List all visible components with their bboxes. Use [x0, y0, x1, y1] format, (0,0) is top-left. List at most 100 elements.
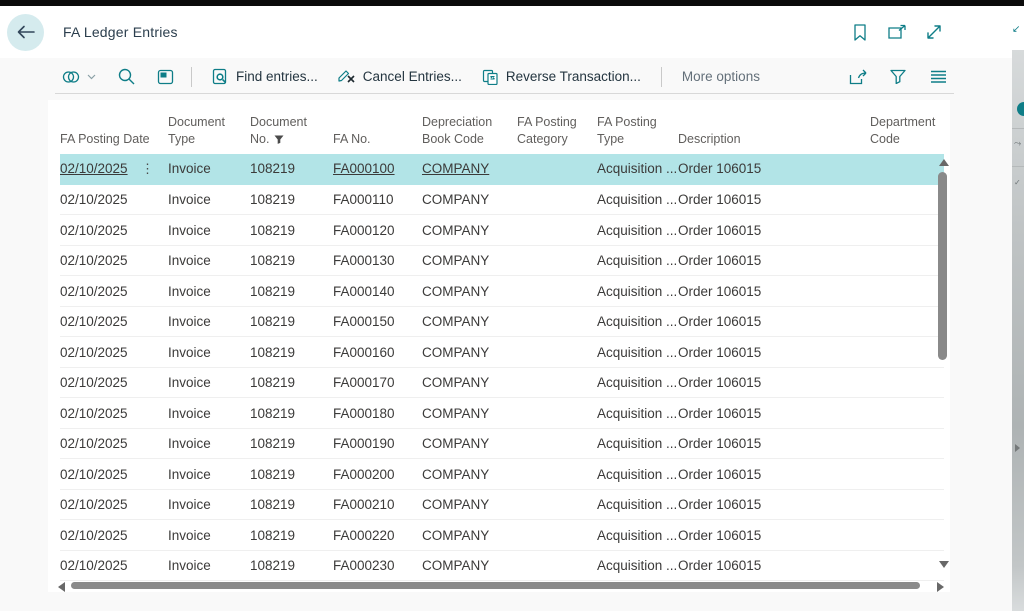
cell-document-no[interactable]: 108219: [250, 367, 333, 399]
cell-fa-posting-type[interactable]: Acquisition ...: [597, 275, 678, 307]
table-row[interactable]: 02/10/2025 Invoice 108219 FA000160 COMPANY Ac…: [60, 336, 944, 368]
cell-fa-posting-date[interactable]: 02/10/2025: [60, 245, 168, 277]
bookmark-icon[interactable]: [850, 22, 870, 42]
cell-fa-posting-date[interactable]: 02/10/2025: [60, 184, 168, 216]
table-row[interactable]: 02/10/2025 ⋮ Invoice 108219 FA000100 COMPANY A…: [60, 153, 944, 185]
cell-fa-posting-type[interactable]: Acquisition ...: [597, 397, 678, 429]
cell-fa-posting-type[interactable]: Acquisition ...: [597, 214, 678, 246]
cell-department-code[interactable]: [870, 245, 944, 277]
cell-depreciation-book-code[interactable]: COMPANY: [422, 275, 517, 307]
cell-depreciation-book-code[interactable]: COMPANY: [422, 306, 517, 338]
cell-department-code[interactable]: [870, 184, 944, 216]
table-row[interactable]: 02/10/2025 Invoice 108219 FA000140 COMPANY Ac…: [60, 275, 944, 307]
cell-fa-posting-date[interactable]: 02/10/2025: [60, 336, 168, 368]
cell-depreciation-book-code[interactable]: COMPANY: [422, 397, 517, 429]
cell-document-type[interactable]: Invoice: [168, 458, 250, 490]
cancel-entries-button[interactable]: Cancel Entries...: [328, 65, 472, 88]
cell-fa-posting-category[interactable]: [517, 519, 597, 551]
cell-fa-posting-category[interactable]: [517, 550, 597, 582]
cell-fa-no[interactable]: FA000100: [333, 153, 422, 185]
table-row[interactable]: 02/10/2025 Invoice 108219 FA000110 COMPANY Ac…: [60, 184, 944, 216]
cell-fa-posting-category[interactable]: [517, 336, 597, 368]
cell-depreciation-book-code[interactable]: COMPANY: [422, 519, 517, 551]
table-row[interactable]: 02/10/2025 Invoice 108219 FA000170 COMPANY Ac…: [60, 367, 944, 399]
cell-fa-posting-category[interactable]: [517, 245, 597, 277]
cell-description[interactable]: Order 106015: [678, 428, 870, 460]
cell-document-type[interactable]: Invoice: [168, 275, 250, 307]
column-header-depreciation-book-code[interactable]: Depreciation Book Code: [422, 100, 517, 154]
cell-fa-posting-date[interactable]: 02/10/2025: [60, 306, 168, 338]
cell-depreciation-book-code[interactable]: COMPANY: [422, 458, 517, 490]
column-header-fa-posting-type[interactable]: FA Posting Type: [597, 100, 678, 154]
cell-depreciation-book-code[interactable]: COMPANY: [422, 489, 517, 521]
cell-document-type[interactable]: Invoice: [168, 489, 250, 521]
cell-fa-posting-type[interactable]: Acquisition ...: [597, 550, 678, 582]
cell-fa-no[interactable]: FA000210: [333, 489, 422, 521]
cell-document-no[interactable]: 108219: [250, 184, 333, 216]
table-row[interactable]: 02/10/2025 Invoice 108219 FA000120 COMPANY Ac…: [60, 214, 944, 246]
cell-fa-no[interactable]: FA000130: [333, 245, 422, 277]
cell-department-code[interactable]: [870, 306, 944, 338]
choose-columns-icon[interactable]: [928, 67, 948, 87]
cell-document-no[interactable]: 108219: [250, 214, 333, 246]
cell-description[interactable]: Order 106015: [678, 397, 870, 429]
cell-description[interactable]: Order 106015: [678, 550, 870, 582]
column-header-document-no[interactable]: Document No.: [250, 100, 333, 154]
cell-fa-posting-date[interactable]: 02/10/2025: [60, 489, 168, 521]
scroll-left-arrow[interactable]: [58, 582, 65, 592]
cell-description[interactable]: Order 106015: [678, 336, 870, 368]
cell-fa-posting-type[interactable]: Acquisition ...: [597, 153, 678, 185]
table-row[interactable]: 02/10/2025 Invoice 108219 FA000180 COMPANY Ac…: [60, 397, 944, 429]
cell-fa-posting-type[interactable]: Acquisition ...: [597, 184, 678, 216]
cell-department-code[interactable]: [870, 550, 944, 582]
vertical-scrollbar[interactable]: [938, 159, 949, 568]
cell-fa-posting-type[interactable]: Acquisition ...: [597, 306, 678, 338]
cell-document-type[interactable]: Invoice: [168, 306, 250, 338]
table-row[interactable]: 02/10/2025 Invoice 108219 FA000200 COMPANY Ac…: [60, 458, 944, 490]
column-header-document-type[interactable]: Document Type: [168, 100, 250, 154]
cell-depreciation-book-code[interactable]: COMPANY: [422, 336, 517, 368]
cell-description[interactable]: Order 106015: [678, 184, 870, 216]
cell-fa-no[interactable]: FA000120: [333, 214, 422, 246]
cell-fa-no[interactable]: FA000170: [333, 367, 422, 399]
cell-fa-posting-date[interactable]: 02/10/2025: [60, 428, 168, 460]
cell-fa-posting-date[interactable]: 02/10/2025 ⋮: [60, 153, 168, 185]
cell-document-no[interactable]: 108219: [250, 306, 333, 338]
cell-fa-no[interactable]: FA000230: [333, 550, 422, 582]
back-button[interactable]: [7, 13, 44, 51]
cell-fa-posting-category[interactable]: [517, 153, 597, 185]
cell-fa-posting-type[interactable]: Acquisition ...: [597, 458, 678, 490]
cell-document-no[interactable]: 108219: [250, 397, 333, 429]
filter-icon[interactable]: [888, 67, 908, 87]
cell-document-type[interactable]: Invoice: [168, 428, 250, 460]
cell-fa-posting-category[interactable]: [517, 306, 597, 338]
cell-document-type[interactable]: Invoice: [168, 214, 250, 246]
row-context-menu-icon[interactable]: ⋮: [141, 160, 154, 176]
cell-department-code[interactable]: [870, 214, 944, 246]
cell-department-code[interactable]: [870, 336, 944, 368]
share-icon[interactable]: [848, 67, 868, 87]
cell-department-code[interactable]: [870, 367, 944, 399]
cell-document-type[interactable]: Invoice: [168, 397, 250, 429]
cell-fa-posting-category[interactable]: [517, 275, 597, 307]
cell-depreciation-book-code[interactable]: COMPANY: [422, 550, 517, 582]
cell-document-type[interactable]: Invoice: [168, 367, 250, 399]
cell-description[interactable]: Order 106015: [678, 306, 870, 338]
cell-fa-posting-date[interactable]: 02/10/2025: [60, 519, 168, 551]
cell-description[interactable]: Order 106015: [678, 519, 870, 551]
vertical-scroll-thumb[interactable]: [938, 172, 947, 360]
cell-document-no[interactable]: 108219: [250, 428, 333, 460]
cell-document-type[interactable]: Invoice: [168, 519, 250, 551]
cell-depreciation-book-code[interactable]: COMPANY: [422, 245, 517, 277]
cell-document-no[interactable]: 108219: [250, 153, 333, 185]
search-icon[interactable]: [111, 64, 142, 89]
cell-fa-posting-date[interactable]: 02/10/2025: [60, 275, 168, 307]
cell-fa-posting-category[interactable]: [517, 184, 597, 216]
cell-document-no[interactable]: 108219: [250, 275, 333, 307]
cell-document-type[interactable]: Invoice: [168, 245, 250, 277]
cell-fa-posting-date[interactable]: 02/10/2025: [60, 214, 168, 246]
column-header-description[interactable]: Description: [678, 100, 870, 154]
cell-fa-posting-category[interactable]: [517, 367, 597, 399]
scroll-down-arrow[interactable]: [939, 561, 949, 568]
cell-depreciation-book-code[interactable]: COMPANY: [422, 367, 517, 399]
